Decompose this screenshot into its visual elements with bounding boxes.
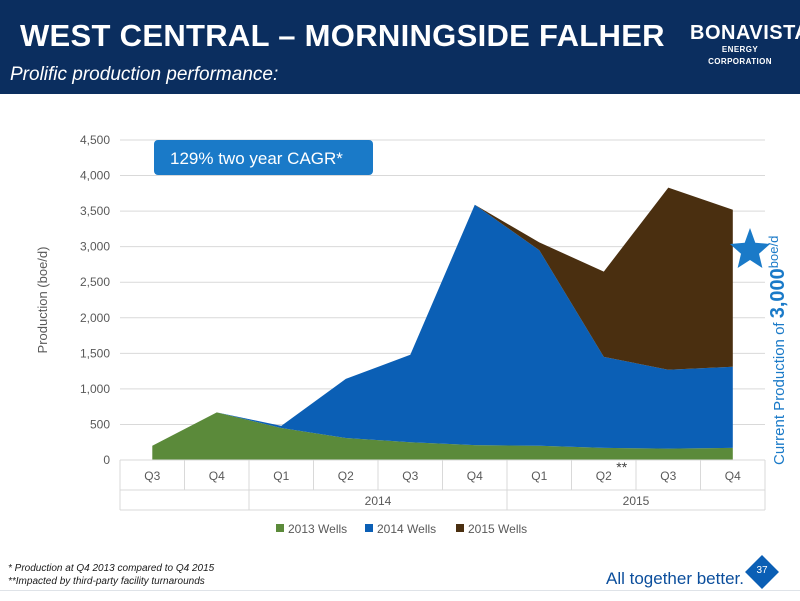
legend-label: 2013 Wells [288, 522, 347, 536]
production-chart: 0 500 1,000 1,500 2,000 2,500 3,000 3,500 4,000 4… [35, 133, 789, 536]
chart-areas [152, 187, 733, 460]
x-tick-label: Q2 [596, 469, 612, 483]
legend-swatch [276, 524, 284, 532]
current-production-prefix: Current Production of [771, 318, 788, 465]
area-series-2 [152, 204, 733, 449]
chart-axes: 0 500 1,000 1,500 2,000 2,500 3,000 3,500 4,000 4… [35, 133, 766, 511]
footnote-cagr: * Production at Q4 2013 compared to Q4 2… [8, 563, 215, 574]
cagr-callout-box [154, 140, 373, 175]
x-tick-label: Q1 [531, 469, 547, 483]
area-series-3 [152, 187, 733, 446]
y-tick-label: 3,500 [80, 204, 110, 218]
area-series-1 [152, 412, 733, 460]
cagr-callout-text: 129% two year CAGR* [170, 149, 343, 168]
y-tick-label: 3,000 [80, 240, 110, 254]
legend-label: 2014 Wells [377, 522, 436, 536]
y-tick-label: 2,500 [80, 275, 110, 289]
y-axis-title: Production (boe/d) [35, 247, 50, 354]
current-production-unit: boe/d [766, 236, 781, 269]
page-title: WEST CENTRAL – MORNINGSIDE FALHER [20, 18, 665, 53]
x-tick-label: Q3 [402, 469, 418, 483]
page-number: 37 [756, 565, 768, 576]
legend-swatch [456, 524, 464, 532]
y-tick-label: 500 [90, 417, 110, 431]
chart-legend: 2013 Wells 2014 Wells 2015 Wells [276, 522, 527, 536]
current-production-label: Current Production of 3,000boe/d [730, 228, 789, 465]
legend-label: 2015 Wells [468, 522, 527, 536]
y-tick-label: 0 [103, 453, 110, 467]
x-group-label: 2014 [365, 494, 392, 508]
page-subtitle: Prolific production performance: [10, 64, 279, 85]
logo-main-text: BONAVISTA [690, 22, 800, 44]
x-tick-label: Q2 [338, 469, 354, 483]
y-tick-label: 4,000 [80, 169, 110, 183]
y-tick-label: 4,500 [80, 133, 110, 147]
y-tick-label: 1,000 [80, 382, 110, 396]
x-tick-label: Q4 [209, 469, 225, 483]
current-production-text: Current Production of 3,000boe/d [766, 236, 789, 465]
star-icon [730, 228, 770, 268]
x-tick-label: Q4 [725, 469, 741, 483]
x-annotation: ** [616, 459, 627, 475]
x-tick-label: Q3 [144, 469, 160, 483]
bonavista-logo: BONAVISTA ENERGY CORPORATION [690, 22, 800, 66]
logo-sub-text: ENERGY CORPORATION [708, 45, 772, 66]
legend-swatch [365, 524, 373, 532]
cagr-callout: 129% two year CAGR* [154, 140, 373, 175]
header-bar: WEST CENTRAL – MORNINGSIDE FALHER Prolif… [0, 0, 800, 94]
x-tick-label: Q3 [660, 469, 676, 483]
y-tick-label: 2,000 [80, 311, 110, 325]
x-group-label: 2015 [623, 494, 650, 508]
tagline: All together better. [606, 569, 744, 588]
current-production-value: 3,000 [767, 268, 789, 318]
y-tick-label: 1,500 [80, 346, 110, 360]
x-tick-label: Q4 [467, 469, 483, 483]
x-tick-label: Q1 [273, 469, 289, 483]
bottom-bar [0, 590, 800, 601]
footnote-turnarounds: **Impacted by third-party facility turna… [8, 576, 205, 587]
